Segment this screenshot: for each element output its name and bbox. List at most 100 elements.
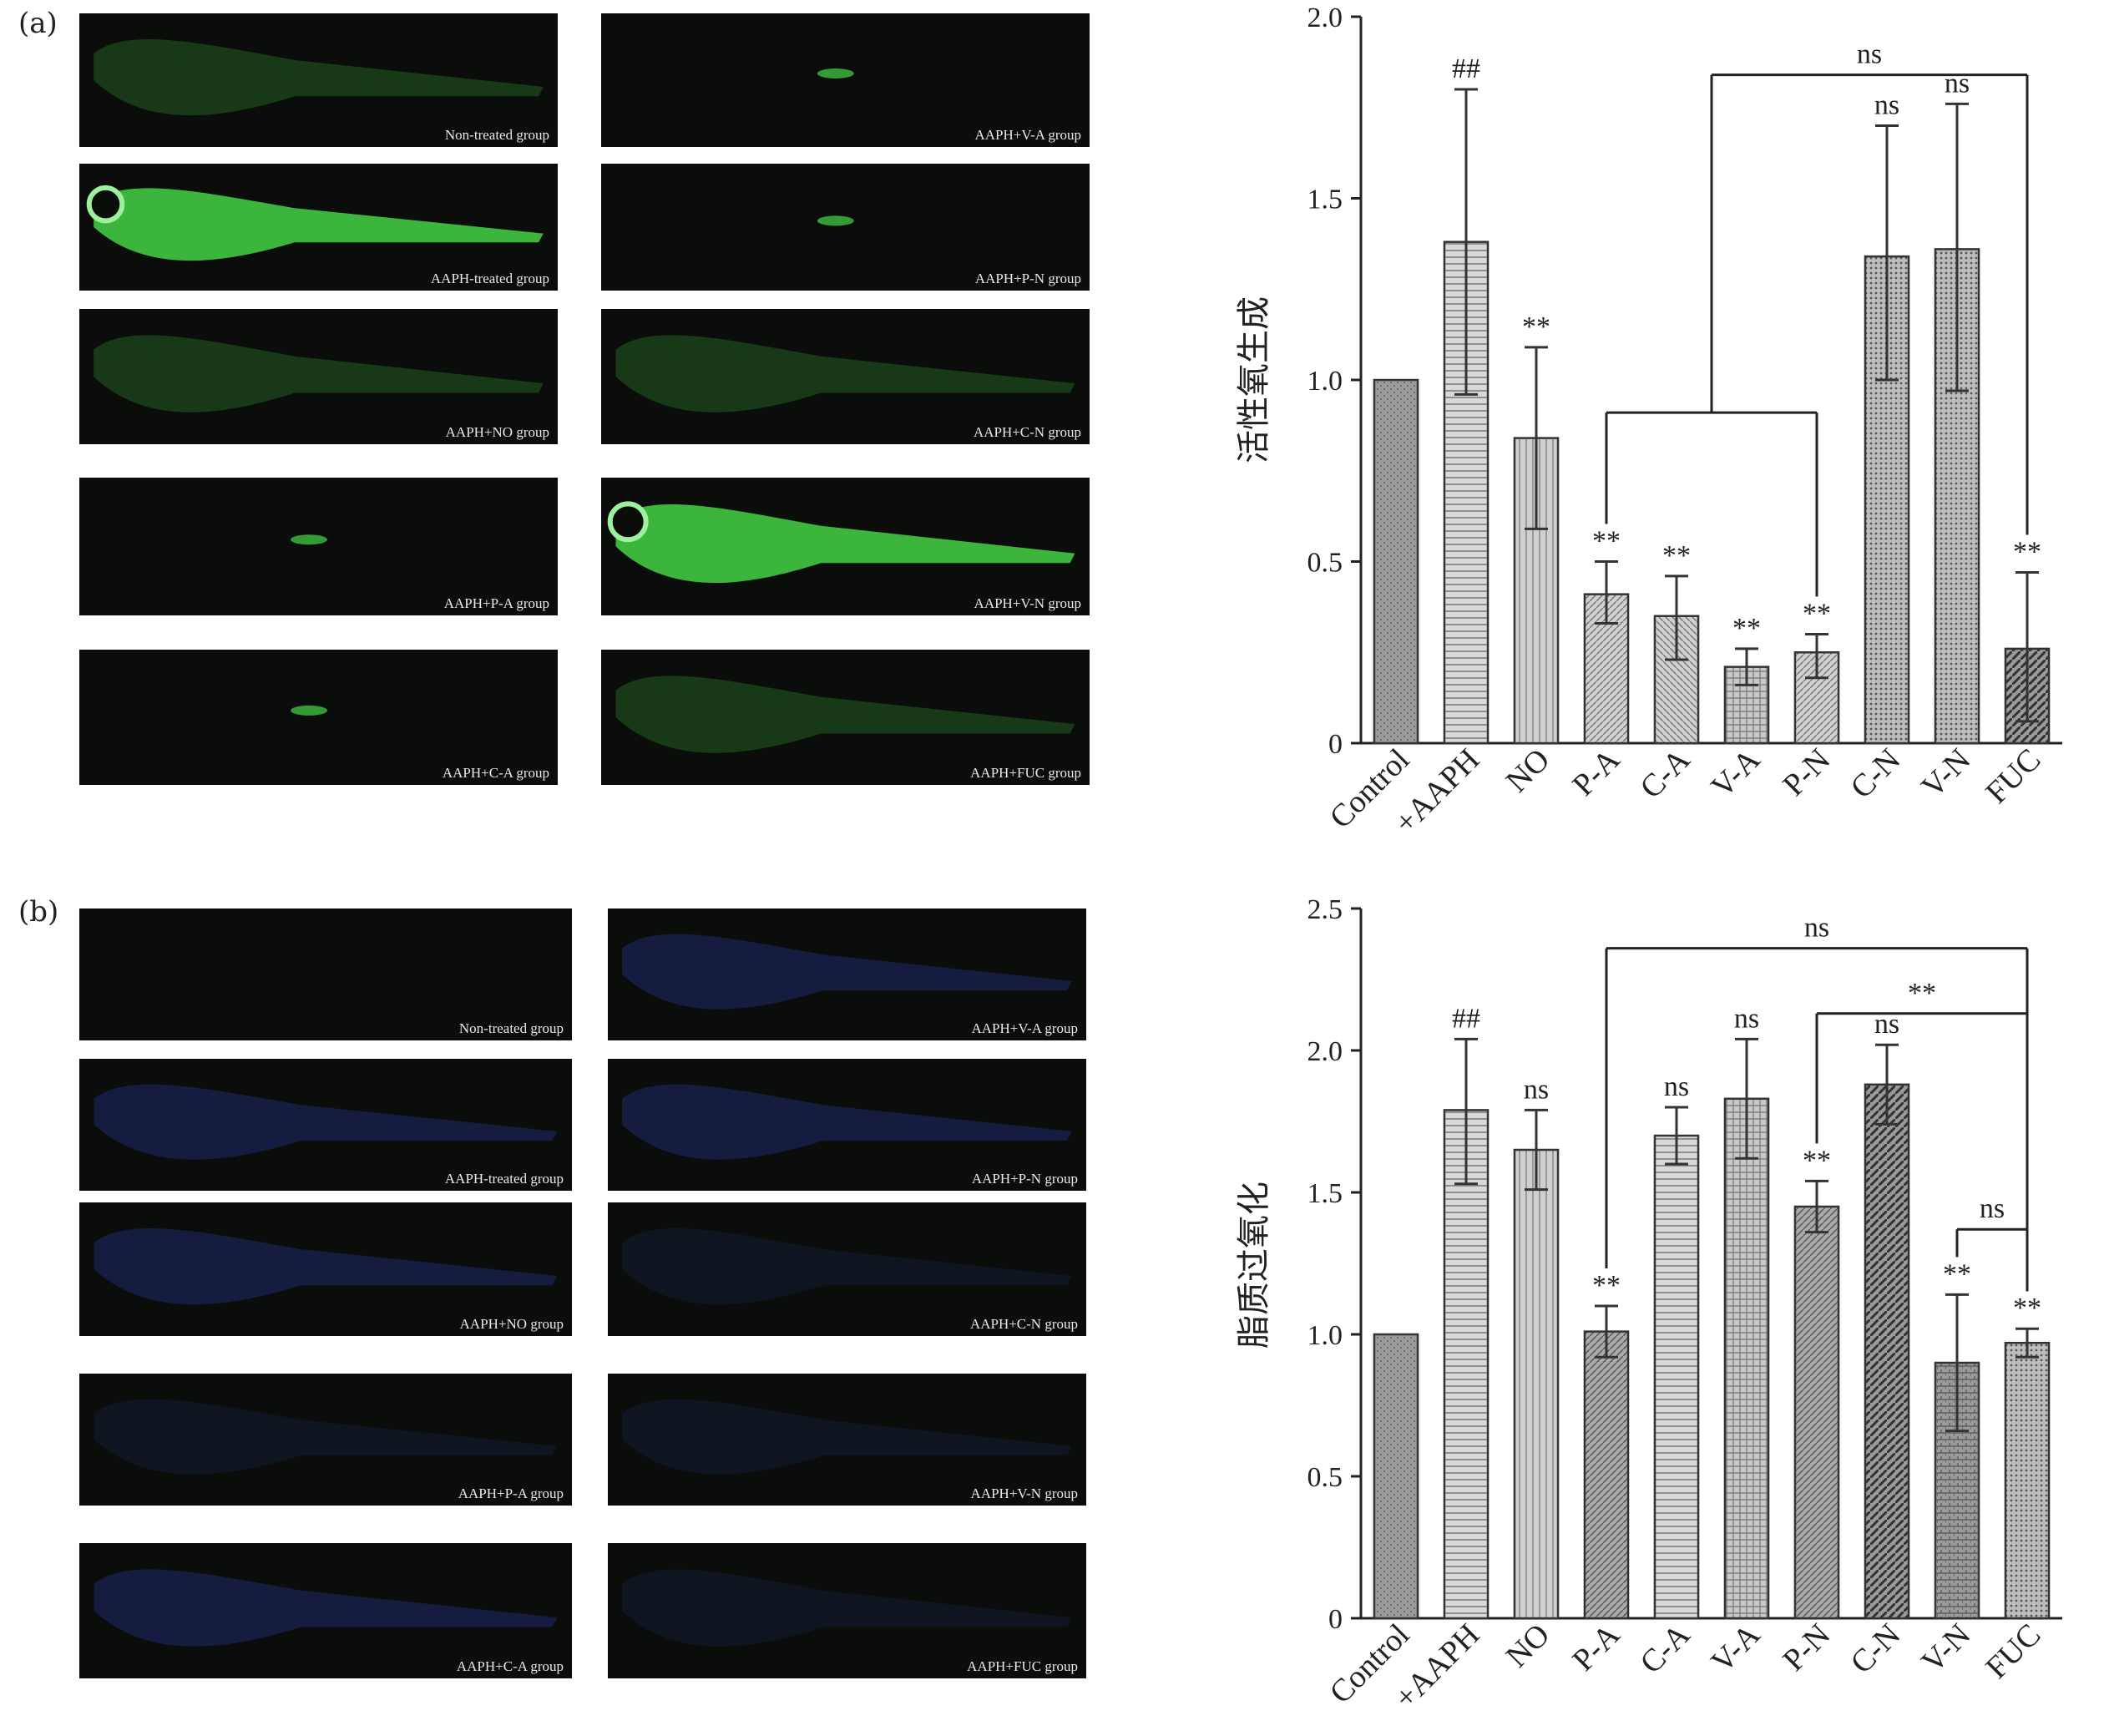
y-tick-label: 0.5 [1307, 1462, 1343, 1493]
significance-label: ## [1452, 1003, 1480, 1034]
y-tick-label: 0.5 [1307, 548, 1343, 579]
zebrafish-image [94, 38, 544, 116]
zebrafish-image [622, 1569, 1072, 1647]
y-tick-label: 2.0 [1307, 3, 1343, 33]
fluorescence-image-tile: AAPH+FUC group [608, 1543, 1086, 1678]
y-tick-label: 1.5 [1307, 1178, 1343, 1209]
fluorescence-image-tile: AAPH+NO group [79, 309, 558, 444]
significance-label: ** [1732, 613, 1761, 644]
image-caption: Non-treated group [444, 127, 549, 143]
fluorescence-image-tile: AAPH+P-N group [601, 164, 1090, 291]
image-caption: AAPH+C-A group [456, 1658, 564, 1674]
fluorescence-image-tile: AAPH+C-N group [601, 309, 1090, 444]
y-axis-label: 脂质过氧化 [1235, 1182, 1273, 1349]
zebrafish-image [94, 1569, 558, 1647]
bar [1583, 1330, 1630, 1620]
bar [1864, 255, 1910, 745]
image-caption: AAPH+FUC group [970, 765, 1081, 781]
fluorescence-image-tile: AAPH+V-A group [601, 13, 1090, 147]
zebrafish-body [622, 1569, 1072, 1647]
bar [1443, 1109, 1489, 1620]
significance-label: ns [1664, 1071, 1689, 1102]
significance-label: ** [1943, 1258, 1971, 1289]
fluorescence-image-tile: AAPH+C-N group [608, 1202, 1086, 1336]
y-tick-label: 0 [1328, 729, 1343, 760]
bar [1793, 1205, 1840, 1620]
x-tick-label: P-N [1776, 1617, 1837, 1678]
bracket-label: ns [1804, 913, 1829, 944]
image-caption: AAPH+NO group [459, 1316, 564, 1332]
x-tick-label: P-A [1565, 1617, 1626, 1678]
x-tick-label: P-A [1565, 741, 1626, 802]
zebrafish-body [94, 188, 544, 261]
significance-label: ** [2013, 1293, 2041, 1324]
fluorescence-image-tile: AAPH-treated group [79, 164, 558, 291]
zebrafish-body [615, 504, 1075, 584]
zebrafish-image [94, 1227, 558, 1305]
fluorescence-spot [291, 534, 328, 545]
zebrafish-image [291, 534, 328, 545]
image-caption: AAPH+V-A group [974, 127, 1082, 143]
x-tick-label: V-A [1704, 741, 1767, 804]
x-tick-label: C-N [1844, 1617, 1907, 1681]
zebrafish-image [94, 1399, 558, 1475]
image-caption: AAPH+NO group [445, 424, 549, 440]
zebrafish-body [615, 335, 1075, 412]
zebrafish-image [615, 676, 1075, 753]
image-caption: AAPH+P-A group [443, 595, 549, 611]
significance-label: ** [1522, 311, 1550, 342]
zebrafish-body [94, 1227, 558, 1305]
bracket-label: ns [1857, 39, 1882, 70]
x-tick-label: P-N [1776, 742, 1837, 803]
y-tick-label: 1.0 [1307, 366, 1343, 397]
significance-label: ns [1734, 1003, 1759, 1034]
zebrafish-image [622, 1399, 1072, 1475]
zebrafish-image [817, 215, 854, 226]
image-caption: AAPH+C-N group [969, 1316, 1078, 1332]
panel-label-a: (a) [18, 7, 58, 40]
fluorescence-image-tile: AAPH+P-N group [608, 1059, 1086, 1191]
image-caption: AAPH-treated group [444, 1171, 564, 1187]
x-tick-label: NO [1500, 742, 1557, 800]
zebrafish-body [622, 1084, 1072, 1160]
zebrafish-image [86, 185, 544, 261]
zebrafish-image [94, 1084, 558, 1160]
zebrafish-body [94, 1569, 558, 1647]
x-tick-label: C-A [1633, 1617, 1697, 1680]
significance-label: ** [1592, 1270, 1621, 1301]
image-caption: AAPH+P-N group [971, 1171, 1078, 1187]
x-tick-label: C-N [1844, 742, 1907, 806]
x-tick-label: FUC [1979, 1617, 2047, 1686]
significance-label: ## [1452, 53, 1480, 84]
y-tick-label: 0 [1328, 1604, 1343, 1635]
image-caption: AAPH+C-A group [442, 765, 549, 781]
y-tick-label: 2.0 [1307, 1036, 1343, 1067]
fluorescence-image-tile: AAPH+NO group [79, 1202, 572, 1336]
significance-label: ns [1524, 1074, 1549, 1105]
image-caption: AAPH+P-N group [974, 271, 1081, 286]
y-tick-label: 1.0 [1307, 1320, 1343, 1351]
fluorescence-image-tile: AAPH+V-N group [601, 478, 1090, 615]
fluorescence-spot [291, 705, 328, 716]
bar [1653, 1134, 1700, 1620]
zebrafish-image [622, 1084, 1072, 1160]
bar [1373, 1333, 1419, 1620]
zebrafish-body [94, 335, 544, 412]
x-tick-label: NO [1500, 1617, 1557, 1675]
significance-label: ** [1803, 599, 1831, 630]
zebrafish-image [615, 335, 1075, 412]
bar [1723, 1097, 1770, 1620]
image-caption: Non-treated group [458, 1020, 564, 1036]
bar [1864, 1083, 1910, 1620]
zebrafish-body [94, 1399, 558, 1475]
panel-label-b: (b) [18, 895, 59, 929]
zebrafish-body [622, 1227, 1072, 1305]
x-tick-label: FUC [1979, 742, 2047, 811]
y-tick-label: 1.5 [1307, 185, 1343, 215]
zebrafish-body [622, 1399, 1072, 1475]
fluorescence-image-tile: AAPH+C-A group [79, 1543, 572, 1678]
image-caption: AAPH+V-A group [971, 1020, 1079, 1036]
bar [2004, 1341, 2051, 1620]
